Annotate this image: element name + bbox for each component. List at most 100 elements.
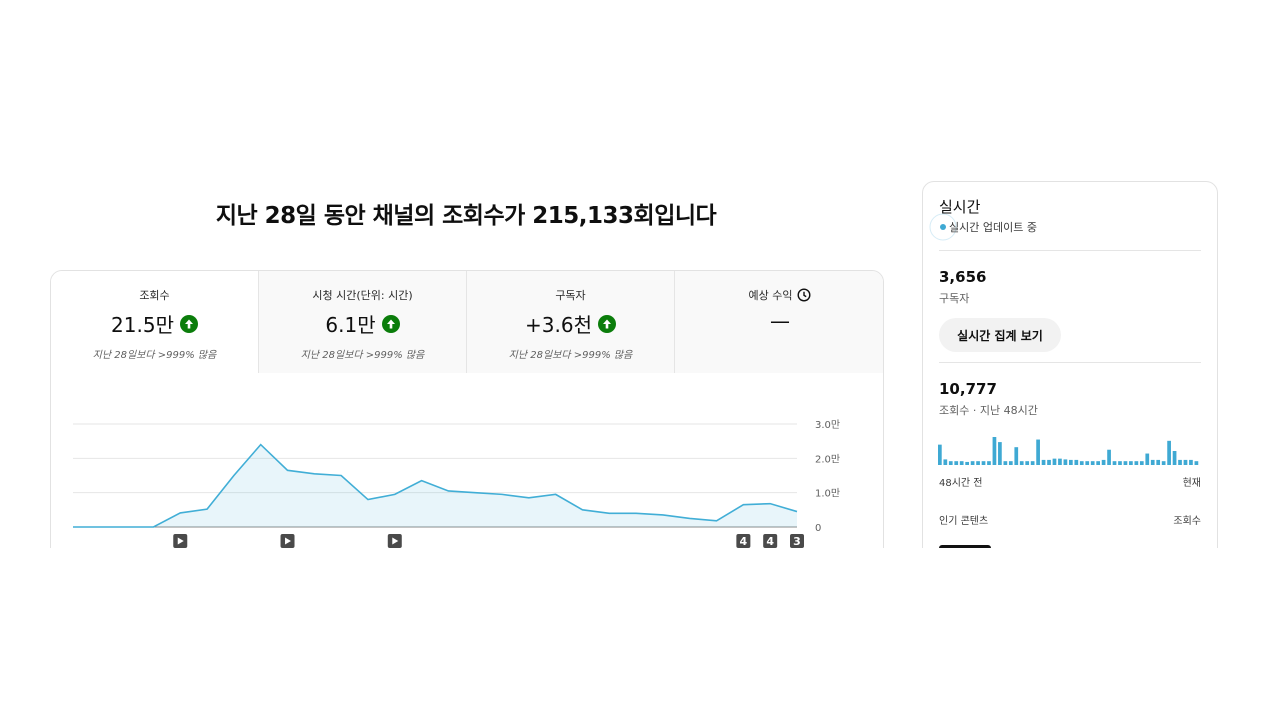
metric-label: 구독자 xyxy=(555,289,586,302)
bar xyxy=(1003,461,1008,465)
metric-label: 조회수 xyxy=(139,289,170,302)
bar xyxy=(1189,459,1193,465)
y-tick-label: 1.0만 xyxy=(815,488,840,500)
marker-box xyxy=(736,534,751,548)
bar xyxy=(1118,461,1122,465)
realtime-card: 실시간 실시간 업데이트 중 3,656 구독자 실시간 집계 보기 10,77… xyxy=(922,181,1218,548)
metric-label: 예상 수익 xyxy=(748,289,793,302)
video-marker: 4 xyxy=(763,534,778,548)
bar xyxy=(1052,458,1057,465)
bar xyxy=(1036,439,1040,465)
bar xyxy=(1074,459,1079,465)
line xyxy=(73,443,798,528)
marker-count: 4 xyxy=(740,535,748,548)
video-marker xyxy=(280,534,295,548)
subscriber-label: 구독자 xyxy=(939,292,970,305)
bar xyxy=(1079,461,1084,465)
bar xyxy=(1014,447,1019,465)
chart: 0 1.0만 2.0만 3.0만 4 4 3 xyxy=(73,419,1199,548)
bar xyxy=(1172,451,1177,465)
bar xyxy=(1178,459,1182,465)
bar xyxy=(1194,461,1199,465)
bar xyxy=(1058,458,1062,465)
bar xyxy=(1069,459,1073,465)
play-icon xyxy=(177,537,184,545)
bar xyxy=(938,444,942,465)
metric-value-row: 21.5만 xyxy=(51,309,258,338)
video-marker: 3 xyxy=(790,534,804,548)
bar xyxy=(1112,461,1117,465)
bar xyxy=(959,461,964,465)
bar xyxy=(1047,459,1051,465)
bar xyxy=(1167,440,1171,465)
bar xyxy=(965,461,970,465)
bar xyxy=(1107,449,1111,465)
metric-tab[interactable]: 예상 수익 — xyxy=(675,271,883,373)
view-count: 10,777 xyxy=(939,380,997,398)
bar xyxy=(1096,461,1101,465)
bar xyxy=(1090,461,1095,465)
video-marker xyxy=(173,534,188,548)
metric-tab[interactable]: 조회수 21.5만 지난 28일보다 >999% 많음 xyxy=(51,271,259,373)
metric-value: 21.5만 xyxy=(111,313,174,337)
viewport: 지난 28일 동안 채널의 조회수가 215,133회입니다 조회수 21.5만… xyxy=(50,181,1218,548)
bar xyxy=(943,459,948,465)
subscriber-count: 3,656 xyxy=(939,268,987,286)
top-content-title: 인기 콘텐츠 xyxy=(939,516,989,527)
bar xyxy=(1030,461,1035,465)
bar xyxy=(981,461,986,465)
y-tick-label: 0 xyxy=(815,523,821,534)
bar xyxy=(948,461,953,465)
bar xyxy=(1145,453,1150,465)
up-icon xyxy=(179,314,198,333)
up-icon xyxy=(381,314,400,333)
metrics-card: 조회수 21.5만 지난 28일보다 >999% 많음 시청 시간(단위: 시간… xyxy=(50,270,884,548)
metric-comparison: 지난 28일보다 >999% 많음 xyxy=(92,350,217,361)
metric-comparison: 지난 28일보다 >999% 많음 xyxy=(508,350,633,361)
video-marker: 4 xyxy=(736,534,751,548)
metric-value: 6.1만 xyxy=(325,313,376,337)
view-label: 조회수 · 지난 48시간 xyxy=(939,404,1038,417)
page-title: 지난 28일 동안 채널의 조회수가 215,133회입니다 xyxy=(215,203,717,229)
bar xyxy=(1085,461,1090,465)
bar xyxy=(992,437,997,465)
metric-tab[interactable]: 시청 시간(단위: 시간) 6.1만 지난 28일보다 >999% 많음 xyxy=(259,271,467,373)
bar xyxy=(1150,459,1155,465)
metric-value: — xyxy=(770,309,790,333)
metric-value-row: +3.6천 xyxy=(467,309,674,338)
metric-label-row: 예상 수익 xyxy=(675,287,883,303)
realtime-button[interactable]: 실시간 집계 보기 xyxy=(939,318,1061,352)
metric-comparison: 지난 28일보다 >999% 많음 xyxy=(300,350,425,361)
top-content-metric: 조회수 xyxy=(1173,516,1201,527)
marker-box xyxy=(763,534,778,548)
realtime-status: 실시간 업데이트 중 xyxy=(949,221,1037,234)
live-dot xyxy=(929,213,957,241)
thumbnail xyxy=(939,545,991,548)
clock-icon xyxy=(797,288,811,302)
marker-box xyxy=(790,534,804,548)
realtime-title: 실시간 xyxy=(939,198,981,216)
bar xyxy=(1139,461,1144,465)
metric-tab[interactable]: 구독자 +3.6천 지난 28일보다 >999% 많음 xyxy=(467,271,675,373)
video-marker xyxy=(387,534,402,548)
bar xyxy=(970,461,975,465)
marker-count: 3 xyxy=(793,535,801,548)
bar xyxy=(976,461,980,465)
bar xyxy=(998,442,1002,465)
metric-label: 시청 시간(단위: 시간) xyxy=(312,289,413,302)
up-icon xyxy=(597,314,616,333)
axis-start: 48시간 전 xyxy=(939,478,983,489)
bar xyxy=(987,461,991,465)
bar xyxy=(1183,459,1188,465)
bar xyxy=(1025,461,1030,465)
y-tick-label: 3.0만 xyxy=(815,419,840,431)
bar xyxy=(1063,459,1068,465)
bar xyxy=(1123,461,1128,465)
bar xyxy=(1008,461,1013,465)
axis-end: 현재 xyxy=(1182,478,1201,489)
marker-count: 4 xyxy=(766,535,774,548)
bar xyxy=(1019,461,1024,465)
bar xyxy=(954,461,959,465)
